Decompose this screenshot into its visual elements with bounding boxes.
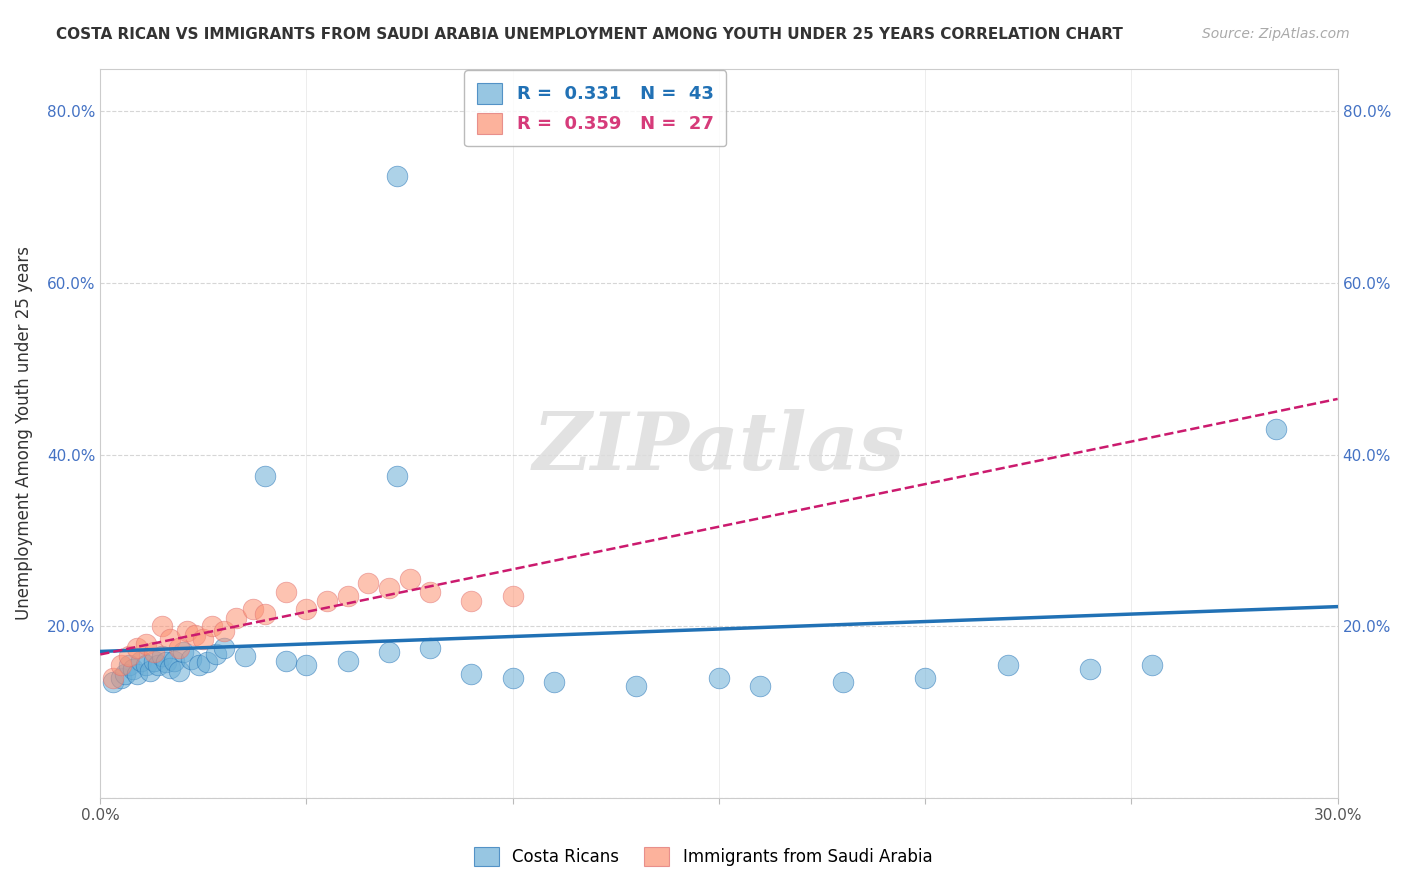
Point: [127, 640, 149, 655]
Point: [159, 660, 181, 674]
Point: [398, 572, 420, 586]
Y-axis label: Unemployment Among Youth under 25 years: Unemployment Among Youth under 25 years: [15, 246, 32, 620]
Point: [254, 469, 277, 483]
Point: [139, 664, 162, 678]
Point: [155, 656, 177, 670]
Text: ZIPatlas: ZIPatlas: [533, 409, 905, 487]
Point: [110, 671, 132, 685]
Point: [131, 654, 153, 668]
Point: [110, 658, 132, 673]
Point: [201, 619, 224, 633]
Point: [167, 640, 190, 655]
Point: [233, 649, 256, 664]
Point: [146, 658, 169, 673]
Point: [378, 645, 401, 659]
Point: [274, 585, 297, 599]
Point: [212, 640, 235, 655]
Point: [142, 645, 165, 659]
Point: [336, 654, 359, 668]
Point: [316, 593, 339, 607]
Point: [831, 675, 853, 690]
Point: [150, 619, 173, 633]
Point: [197, 656, 219, 670]
Point: [135, 636, 157, 650]
Point: [167, 664, 190, 678]
Point: [502, 590, 524, 604]
Point: [242, 602, 264, 616]
Point: [543, 675, 565, 690]
Point: [1140, 658, 1163, 673]
Point: [997, 658, 1019, 673]
Point: [749, 680, 772, 694]
Point: [127, 666, 149, 681]
Point: [378, 581, 401, 595]
Point: [419, 585, 441, 599]
Point: [172, 645, 194, 659]
Point: [387, 469, 409, 483]
Point: [460, 593, 482, 607]
Text: Source: ZipAtlas.com: Source: ZipAtlas.com: [1202, 27, 1350, 41]
Point: [118, 649, 141, 664]
Point: [142, 654, 165, 668]
Point: [212, 624, 235, 638]
Point: [193, 632, 215, 647]
Point: [176, 624, 198, 638]
Point: [460, 666, 482, 681]
Point: [114, 666, 136, 681]
Point: [118, 658, 141, 673]
Legend: R =  0.331   N =  43, R =  0.359   N =  27: R = 0.331 N = 43, R = 0.359 N = 27: [464, 70, 725, 146]
Point: [135, 658, 157, 673]
Point: [204, 647, 226, 661]
Point: [274, 654, 297, 668]
Point: [180, 652, 202, 666]
Point: [122, 662, 145, 676]
Point: [254, 607, 277, 621]
Point: [1264, 422, 1286, 436]
Text: COSTA RICAN VS IMMIGRANTS FROM SAUDI ARABIA UNEMPLOYMENT AMONG YOUTH UNDER 25 YE: COSTA RICAN VS IMMIGRANTS FROM SAUDI ARA…: [56, 27, 1123, 42]
Point: [707, 671, 730, 685]
Legend: Costa Ricans, Immigrants from Saudi Arabia: Costa Ricans, Immigrants from Saudi Arab…: [465, 838, 941, 875]
Point: [387, 169, 409, 183]
Point: [101, 675, 124, 690]
Point: [159, 632, 181, 647]
Point: [150, 649, 173, 664]
Point: [184, 628, 207, 642]
Point: [1078, 662, 1101, 676]
Point: [626, 680, 648, 694]
Point: [163, 654, 186, 668]
Point: [357, 576, 380, 591]
Point: [188, 658, 211, 673]
Point: [914, 671, 936, 685]
Point: [336, 590, 359, 604]
Point: [295, 658, 318, 673]
Point: [101, 671, 124, 685]
Point: [295, 602, 318, 616]
Point: [225, 611, 247, 625]
Point: [502, 671, 524, 685]
Point: [419, 640, 441, 655]
